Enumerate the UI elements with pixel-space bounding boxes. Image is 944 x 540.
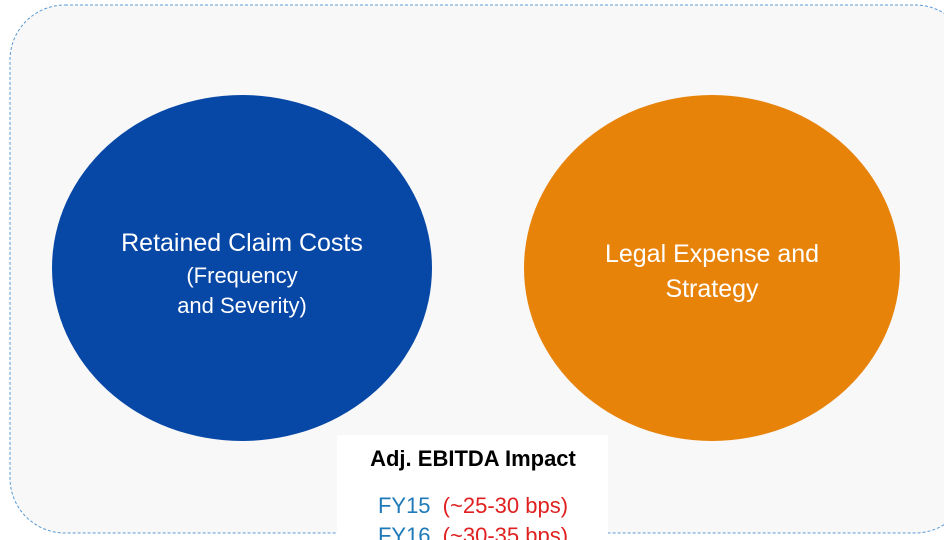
impact-title: Adj. EBITDA Impact [370, 446, 576, 471]
impact-year: FY15 [378, 493, 431, 518]
impact-year: FY16 [378, 523, 431, 540]
impact-box [337, 435, 608, 540]
node-label: Strategy [665, 275, 759, 303]
impact-range: (~30-35 bps) [443, 523, 568, 540]
node-label: (Frequency [186, 263, 297, 288]
impact-row: FY15 (~25-30 bps) [378, 493, 568, 518]
orange-circle [524, 95, 900, 441]
blue-circle [52, 95, 432, 441]
node-label: Retained Claim Costs [121, 229, 363, 257]
node-label: Legal Expense and [605, 240, 819, 268]
node-label: and Severity) [177, 293, 307, 318]
impact-range: (~25-30 bps) [443, 493, 568, 518]
impact-row: FY16 (~30-35 bps) [378, 523, 568, 540]
